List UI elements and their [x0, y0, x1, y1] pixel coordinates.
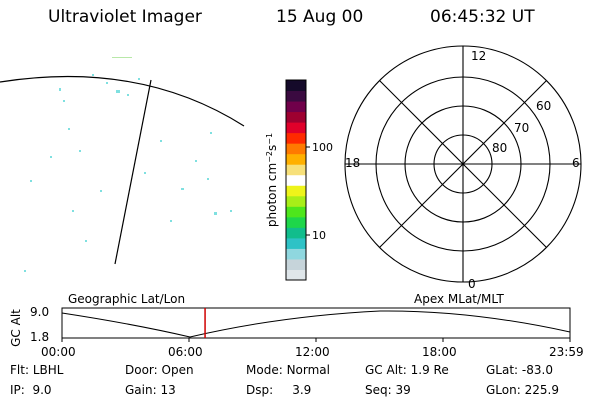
timeline-ytick-top: 9.0: [30, 305, 49, 319]
status-door: Door: Open: [125, 363, 194, 377]
colorbar-strip: [286, 111, 306, 123]
status-gain: Gain: 13: [125, 383, 176, 397]
xtick-1200: 12:00: [295, 345, 330, 359]
status-glat: GLat: -83.0: [486, 363, 553, 377]
colorbar-strip: [286, 258, 306, 270]
colorbar-strip: [286, 122, 306, 134]
mlt-label-6: 6: [572, 156, 580, 170]
altitude-timeline: GC Alt 9.0 1.8: [9, 305, 571, 347]
status-gc-alt: GC Alt: 1.9 Re: [365, 363, 449, 377]
date-label: 15 Aug 00: [276, 7, 364, 27]
geographic-image-panel: [0, 57, 245, 272]
colorbar-unit-label: photon cm−2s−1: [265, 133, 280, 227]
colorbar-strip: [286, 248, 306, 260]
mlat-label-60: 60: [536, 99, 551, 113]
colorbar-ticks: 100 10: [306, 141, 333, 242]
limb-arc: [0, 75, 245, 127]
instrument-title: Ultraviolet Imager: [48, 7, 202, 27]
colorbar-strip: [286, 143, 306, 155]
xtick-2359: 23:59: [549, 345, 584, 359]
geographic-caption: Geographic Lat/Lon: [68, 292, 186, 306]
xtick-1800: 18:00: [422, 345, 457, 359]
polar-plot: 12 18 6 0 60 70 80: [344, 45, 582, 291]
polar-caption: Apex MLat/MLT: [414, 292, 504, 306]
timeline-ylabel: GC Alt: [9, 309, 23, 347]
status-seq: Seq: 39: [365, 383, 411, 397]
colorbar-strip: [286, 269, 306, 281]
colorbar-strip: [286, 80, 306, 92]
colorbar-strip: [286, 90, 306, 102]
timeline-ytick-bottom: 1.8: [30, 330, 49, 344]
timeline-xticks: [61, 338, 571, 342]
polar-diagonal-2: [379, 80, 547, 248]
colorbar: 100 10 photon cm−2s−1: [265, 79, 333, 281]
top-speckles: [112, 57, 132, 58]
mlt-label-18: 18: [345, 156, 360, 170]
xtick-0000: 00:00: [41, 345, 76, 359]
colorbar-tick-label: 100: [312, 141, 333, 154]
mlt-label-0: 0: [468, 277, 476, 291]
status-glon: GLon: 225.9: [486, 383, 559, 397]
colorbar-strip: [286, 185, 306, 197]
status-ip: IP: 9.0: [10, 383, 52, 397]
status-filter: Flt: LBHL: [10, 363, 64, 377]
mlat-label-70: 70: [514, 121, 529, 135]
colorbar-strip: [286, 206, 306, 218]
colorbar-strip: [286, 195, 306, 207]
xtick-0600: 06:00: [168, 345, 203, 359]
mlat-label-80: 80: [492, 141, 507, 155]
colorbar-strip: [286, 216, 306, 228]
colorbar-strip: [286, 153, 306, 165]
meridian-line: [114, 79, 152, 265]
colorbar-strip: [286, 164, 306, 176]
altitude-curve: [61, 310, 571, 338]
colorbar-strip: [286, 174, 306, 186]
colorbar-tick-label: 10: [312, 229, 326, 242]
colorbar-strips: [286, 80, 306, 281]
colorbar-strip: [286, 132, 306, 144]
status-mode: Mode: Normal: [246, 363, 330, 377]
colorbar-strip: [286, 227, 306, 239]
colorbar-strip: [286, 237, 306, 249]
colorbar-strip: [286, 101, 306, 113]
time-label: 06:45:32 UT: [430, 7, 535, 27]
image-speckles: [24, 74, 232, 272]
colorbar-frame: [285, 79, 307, 281]
mlt-label-12: 12: [471, 49, 486, 63]
status-dsp: Dsp: 3.9: [246, 383, 312, 397]
timeline-frame: [61, 307, 571, 339]
